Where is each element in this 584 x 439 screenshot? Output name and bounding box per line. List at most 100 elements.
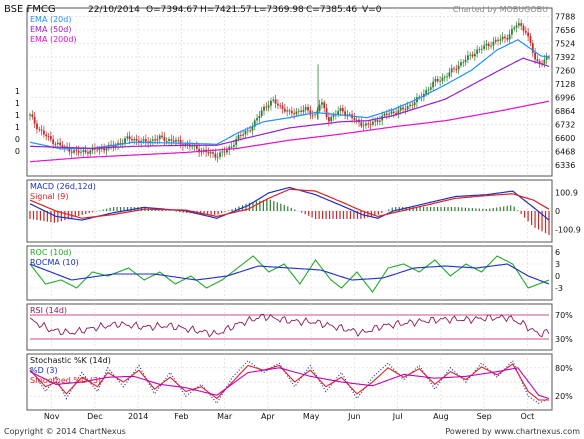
copyright-label: Copyright © 2014 ChartNexus	[4, 427, 126, 436]
candle-body	[483, 45, 486, 49]
candle-body	[427, 89, 430, 91]
candle-body	[346, 114, 349, 116]
series-line-ema50	[29, 57, 550, 150]
candle-body	[214, 153, 217, 158]
candle-body	[239, 135, 242, 136]
candle-body	[177, 139, 180, 141]
left-tick-label: 1	[15, 87, 20, 96]
x-tick-label: Nov	[44, 412, 60, 421]
candle-body	[267, 105, 270, 108]
candle-body	[490, 45, 492, 47]
candle-body	[302, 109, 305, 112]
candle-body	[221, 151, 224, 153]
candle-body	[311, 114, 314, 116]
legend-ema50: EMA (50d)	[30, 25, 71, 34]
candle-body	[29, 114, 31, 116]
candle-body	[536, 59, 539, 62]
candle-body	[249, 130, 252, 132]
candle-body	[443, 76, 446, 78]
candle-body	[446, 76, 448, 78]
grid-layer	[27, 8, 552, 410]
open-value: O=7394.67	[146, 5, 198, 15]
legend-stoch-k: Stochastic %K (14d)	[30, 356, 111, 365]
candle-body	[309, 110, 312, 115]
candle-body	[367, 123, 370, 125]
rsi-panel	[26, 303, 553, 351]
candle-body	[473, 53, 476, 57]
candle-body	[376, 120, 379, 122]
y-tick-label: 6732	[555, 121, 575, 130]
candle-body	[45, 134, 48, 137]
series-line-stoch_d	[29, 363, 549, 401]
candle-body	[33, 116, 36, 124]
candle-body	[38, 129, 41, 130]
legend-ema200: EMA (200d)	[30, 35, 77, 44]
y-tick-label: 7260	[555, 66, 575, 75]
candle-body	[105, 148, 108, 151]
candle-body	[209, 152, 212, 154]
candle-body	[263, 106, 265, 111]
candle-body	[237, 135, 240, 139]
x-tick-label: Sep	[477, 412, 492, 421]
candle-body	[436, 79, 439, 82]
candle-body	[128, 136, 131, 140]
y-tick-label: 0	[555, 207, 560, 216]
candle-body	[492, 41, 495, 46]
candle-body	[499, 39, 502, 41]
candle-body	[330, 116, 333, 122]
candle-body	[541, 63, 543, 64]
legend-ema20: EMA (20d)	[30, 15, 71, 24]
candle-body	[409, 104, 411, 107]
x-tick-label: Mar	[217, 412, 233, 421]
x-tick-label: Dec	[87, 412, 102, 421]
candle-body	[144, 139, 147, 142]
candle-body	[73, 150, 75, 153]
close-value: C=7385.46	[306, 5, 357, 15]
candle-body	[52, 139, 55, 144]
candle-body	[56, 142, 59, 144]
candle-body	[175, 139, 177, 142]
x-tick-label: Feb	[174, 412, 188, 421]
candle-body	[506, 37, 509, 40]
candle-body	[98, 148, 101, 151]
candle-body	[318, 104, 321, 111]
candle-body	[172, 140, 175, 142]
left-tick-label: 0	[15, 147, 20, 156]
candle-body	[497, 39, 499, 41]
candle-body	[82, 150, 85, 152]
y-tick-label: 6996	[555, 94, 575, 103]
candle-body	[508, 34, 511, 40]
candle-body	[462, 62, 465, 63]
series-line-stoch_smoothed	[29, 367, 550, 400]
indicator-lines	[29, 38, 550, 405]
legend-stoch-smoothed: Smoothed %D (3)	[30, 376, 101, 385]
high-value: H=7421.57	[200, 5, 252, 15]
x-tick-label: Oct	[520, 412, 534, 421]
candle-body	[344, 111, 347, 116]
candle-body	[418, 96, 421, 98]
candle-body	[429, 87, 432, 90]
candle-body	[457, 65, 460, 70]
symbol-label: BSE FMCG	[4, 4, 56, 15]
roc-panel	[26, 245, 553, 301]
candle-body	[91, 148, 94, 151]
candle-body	[77, 150, 80, 153]
y-tick-label: 100.9	[555, 189, 578, 198]
candle-body	[321, 102, 323, 105]
candle-body	[327, 117, 330, 122]
candle-body	[40, 129, 43, 131]
candle-body	[228, 146, 231, 151]
candle-body	[504, 36, 506, 38]
candle-body	[43, 130, 45, 135]
candle-body	[230, 146, 233, 148]
candle-body	[517, 23, 520, 26]
y-tick-label: 70%	[555, 311, 573, 320]
candle-body	[251, 126, 254, 131]
x-tick-label: Aug	[433, 412, 449, 421]
candle-body	[31, 114, 34, 117]
candle-body	[265, 106, 268, 108]
candle-body	[494, 39, 497, 42]
candle-body	[103, 148, 106, 151]
candle-body	[246, 130, 249, 132]
candle-body	[179, 140, 182, 145]
